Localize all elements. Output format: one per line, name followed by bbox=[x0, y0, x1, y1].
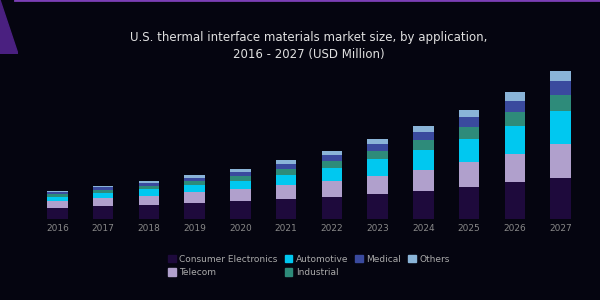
Bar bbox=[93, 206, 113, 219]
Bar bbox=[367, 176, 388, 194]
Bar bbox=[93, 198, 113, 206]
Bar bbox=[367, 159, 388, 176]
Bar bbox=[413, 140, 434, 150]
Bar bbox=[367, 194, 388, 219]
Bar bbox=[184, 203, 205, 219]
Bar bbox=[459, 187, 479, 219]
Bar bbox=[322, 161, 342, 168]
Bar bbox=[550, 95, 571, 111]
Bar bbox=[139, 183, 159, 186]
Bar bbox=[505, 100, 525, 112]
Bar bbox=[230, 181, 251, 189]
Bar bbox=[413, 191, 434, 219]
Bar bbox=[459, 139, 479, 162]
Bar bbox=[367, 144, 388, 151]
Bar bbox=[139, 181, 159, 183]
Bar bbox=[276, 175, 296, 185]
Bar bbox=[322, 181, 342, 197]
Bar bbox=[413, 169, 434, 191]
Bar bbox=[230, 201, 251, 219]
Bar bbox=[184, 175, 205, 178]
Bar bbox=[322, 151, 342, 155]
Bar bbox=[184, 178, 205, 181]
Bar bbox=[550, 145, 571, 178]
Polygon shape bbox=[0, 0, 18, 54]
Bar bbox=[139, 189, 159, 196]
Title: U.S. thermal interface materials market size, by application,
2016 - 2027 (USD M: U.S. thermal interface materials market … bbox=[130, 31, 488, 61]
Bar bbox=[459, 117, 479, 127]
Bar bbox=[505, 92, 525, 100]
Bar bbox=[276, 185, 296, 199]
Bar bbox=[322, 155, 342, 161]
Bar bbox=[413, 132, 434, 140]
Bar bbox=[550, 178, 571, 219]
Bar bbox=[47, 194, 68, 197]
Bar bbox=[230, 169, 251, 172]
Bar bbox=[459, 110, 479, 117]
Bar bbox=[47, 192, 68, 194]
Bar bbox=[93, 193, 113, 198]
Bar bbox=[230, 172, 251, 176]
Bar bbox=[276, 164, 296, 169]
Bar bbox=[505, 154, 525, 182]
Bar bbox=[184, 185, 205, 192]
Bar bbox=[505, 126, 525, 154]
Bar bbox=[184, 192, 205, 203]
Legend: Consumer Electronics, Telecom, Automotive, Industrial, Medical, Others: Consumer Electronics, Telecom, Automotiv… bbox=[165, 251, 453, 281]
Bar bbox=[230, 176, 251, 181]
Bar bbox=[93, 188, 113, 190]
Bar bbox=[47, 208, 68, 219]
Bar bbox=[413, 150, 434, 170]
Bar bbox=[139, 196, 159, 205]
Bar bbox=[47, 201, 68, 208]
Bar bbox=[139, 205, 159, 219]
Bar bbox=[367, 151, 388, 159]
Bar bbox=[459, 127, 479, 139]
Bar bbox=[367, 139, 388, 144]
Bar bbox=[276, 169, 296, 175]
Bar bbox=[322, 197, 342, 219]
Bar bbox=[47, 197, 68, 201]
Bar bbox=[184, 181, 205, 185]
Bar bbox=[550, 111, 571, 145]
Bar bbox=[139, 186, 159, 189]
Bar bbox=[550, 71, 571, 81]
Bar bbox=[47, 191, 68, 192]
Bar bbox=[505, 182, 525, 219]
Bar bbox=[276, 199, 296, 219]
Bar bbox=[550, 81, 571, 95]
Bar bbox=[93, 186, 113, 188]
Bar bbox=[276, 160, 296, 164]
Bar bbox=[413, 126, 434, 132]
Bar bbox=[230, 189, 251, 201]
Bar bbox=[322, 168, 342, 181]
Bar bbox=[459, 162, 479, 187]
Bar bbox=[505, 112, 525, 126]
Bar bbox=[93, 190, 113, 193]
